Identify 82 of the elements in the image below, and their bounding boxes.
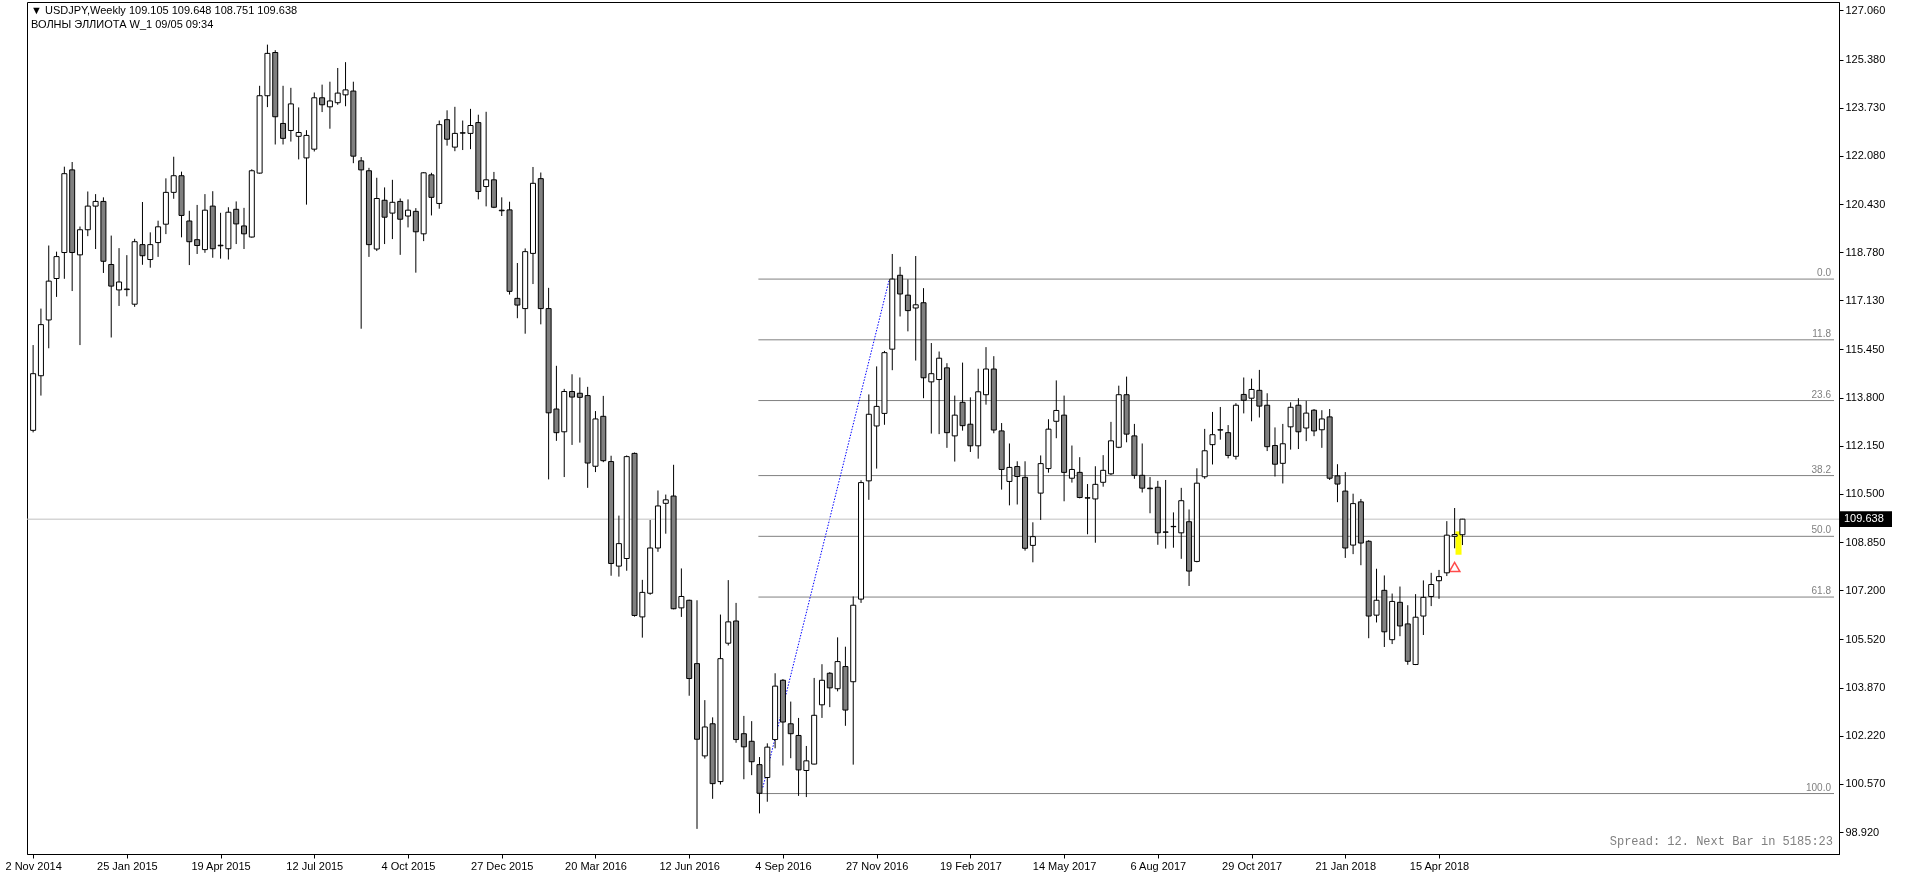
ref-line-label: 109.638: [1844, 512, 1884, 525]
candlestick: [358, 156, 365, 330]
candlestick: [451, 106, 458, 152]
x-tick-label: 12 Jun 2016: [659, 859, 720, 872]
y-tick-label: 120.430: [1845, 197, 1886, 210]
candlestick: [483, 111, 490, 207]
series-label: 50.0: [1811, 524, 1832, 536]
candlestick: [326, 81, 333, 130]
candlestick: [319, 84, 326, 113]
candlestick: [1311, 408, 1318, 437]
series-label: 61.8: [1811, 585, 1832, 597]
x-tick-label: 4 Oct 2015: [381, 859, 436, 872]
candlestick: [108, 235, 115, 338]
y-tick-label: 102.220: [1845, 729, 1886, 742]
candlestick: [1428, 572, 1435, 607]
x-tick-label: 21 Jan 2018: [1315, 859, 1377, 872]
y-tick-label: 108.850: [1845, 535, 1886, 548]
candlestick: [1279, 423, 1286, 484]
y-tick-label: 105.520: [1845, 632, 1886, 645]
x-tick-label: 4 Sep 2016: [755, 859, 812, 872]
annotation: Spread: 12. Next Bar in 5185:23: [1609, 835, 1833, 849]
candlestick: [1068, 445, 1075, 484]
series-label: 38.2: [1811, 463, 1832, 475]
candlestick: [740, 715, 747, 780]
candlestick: [787, 701, 794, 759]
candlestick: [1029, 521, 1036, 563]
y-tick-label: 107.200: [1845, 583, 1886, 596]
candlestick: [155, 220, 162, 258]
x-tick-label: 29 Oct 2017: [1222, 859, 1283, 872]
candlestick: [1100, 454, 1107, 488]
candlestick: [444, 109, 451, 147]
candlestick: [123, 254, 130, 297]
candlestick: [1053, 379, 1060, 439]
x-tick-label: 20 Mar 2016: [565, 859, 627, 872]
y-tick-label: 123.730: [1845, 101, 1886, 114]
candlestick: [405, 198, 412, 228]
series-label: 23.6: [1811, 388, 1832, 400]
x-tick-label: 2 Nov 2014: [5, 859, 62, 872]
y-tick-label: 125.380: [1845, 53, 1886, 66]
candlestick: [116, 247, 123, 307]
candlestick: [280, 85, 287, 145]
x-tick-label: 6 Aug 2017: [1130, 859, 1187, 872]
x-tick-label: 27 Dec 2015: [471, 859, 534, 872]
candlestick: [186, 210, 193, 266]
y-tick-label: 98.920: [1845, 825, 1880, 838]
candlestick: [748, 720, 755, 776]
candlestick: [569, 373, 576, 446]
series-label: 0.0: [1817, 267, 1832, 279]
candlestick: [615, 515, 622, 578]
chart-title: ▼ USDJPY,Weekly 109.105 109.648 108.751 109.638: [31, 4, 298, 16]
candlestick: [576, 376, 583, 444]
x-tick-label: 25 Jan 2015: [97, 859, 158, 872]
candlestick: [194, 204, 201, 255]
y-tick-label: 100.570: [1845, 777, 1886, 790]
candlestick: [1436, 569, 1443, 600]
y-tick-label: 127.060: [1845, 3, 1886, 16]
candlestick: [1318, 409, 1325, 449]
candlestick: [1209, 411, 1216, 465]
x-tick-label: 15 Apr 2018: [1409, 859, 1470, 872]
x-tick-label: 27 Nov 2016: [845, 859, 909, 872]
y-tick-label: 118.780: [1845, 245, 1885, 258]
y-tick-label: 113.800: [1845, 391, 1885, 404]
y-tick-label: 110.500: [1845, 487, 1885, 500]
y-tick-label: 103.870: [1845, 681, 1886, 694]
x-tick-label: 12 Jul 2015: [286, 859, 344, 872]
candlestick: [1420, 579, 1427, 636]
series-label: 100.0: [1805, 781, 1832, 793]
candlestick: [1225, 424, 1232, 459]
y-tick-label: 112.150: [1845, 439, 1885, 452]
y-tick-label: 115.450: [1845, 342, 1885, 355]
y-tick-label: 122.080: [1845, 149, 1886, 162]
candlestick: [53, 251, 60, 298]
candlestick: [725, 579, 732, 647]
candlestick: [1217, 406, 1224, 441]
x-tick-label: 19 Apr 2015: [191, 859, 251, 872]
candlestick: [936, 351, 943, 435]
candlestick: [241, 207, 247, 250]
series-label: 11.8: [1812, 327, 1832, 339]
y-tick-label: 117.130: [1845, 293, 1885, 306]
x-tick-label: 14 May 2017: [1032, 859, 1097, 872]
x-tick-label: 19 Feb 2017: [939, 859, 1002, 872]
text: ВОЛНЫ ЭЛЛИОТА W_1 09/05 09:34: [31, 18, 214, 30]
